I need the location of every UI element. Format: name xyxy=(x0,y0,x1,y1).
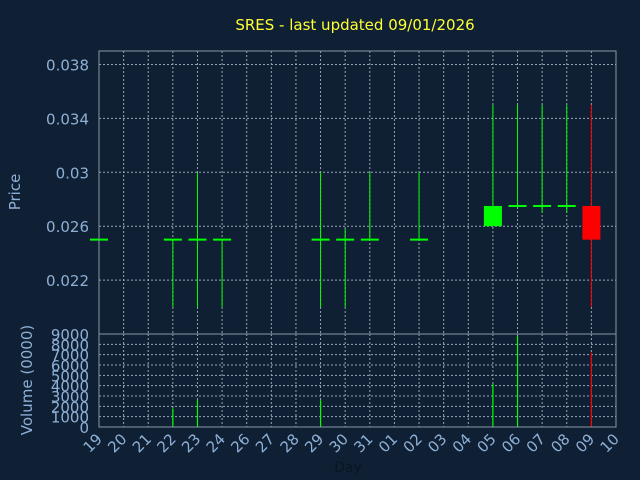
volume-y-tick-label: 4000 xyxy=(51,378,89,396)
x-tick-label: 03 xyxy=(424,430,450,456)
x-tick-label: 08 xyxy=(547,430,573,456)
x-tick-label: 04 xyxy=(449,430,475,456)
x-tick-label: 23 xyxy=(178,430,204,456)
volume-y-tick-label: 5000 xyxy=(51,367,89,385)
candle-body xyxy=(483,205,502,227)
x-tick-label: 22 xyxy=(153,430,179,456)
price-grid xyxy=(98,51,617,334)
price-panel-frame xyxy=(98,50,617,335)
volume-grid xyxy=(98,333,617,428)
candle-body xyxy=(582,205,601,240)
volume-y-tick-label: 3000 xyxy=(51,388,89,406)
x-tick-label: 21 xyxy=(129,430,155,456)
price-y-tick-label: 0.034 xyxy=(46,110,89,128)
x-tick-label: 27 xyxy=(252,430,278,456)
volume-panel-frame xyxy=(98,333,617,428)
x-tick-label: 07 xyxy=(523,430,549,456)
volume-y-tick-label: 7000 xyxy=(51,347,89,365)
price-candles xyxy=(90,104,601,308)
volume-y-tick-label: 1000 xyxy=(51,409,89,427)
x-tick-label: 10 xyxy=(597,430,623,456)
x-tick-label: 06 xyxy=(498,430,524,456)
price-y-ticks: 0.038 0.034 0.03 0.026 0.022 xyxy=(46,56,89,290)
price-y-tick-label: 0.022 xyxy=(46,272,89,290)
volume-axis-label: Volume (0000) xyxy=(18,325,36,435)
x-axis-ticks: 1920212223242627282930310102030405060708… xyxy=(80,430,623,456)
x-tick-label: 24 xyxy=(203,430,229,456)
x-tick-label: 26 xyxy=(227,430,253,456)
chart-title: SRES - last updated 09/01/2026 xyxy=(235,16,474,34)
x-axis-label: Day xyxy=(334,460,362,476)
x-tick-label: 30 xyxy=(326,430,352,456)
volume-y-tick-label: 6000 xyxy=(51,357,89,375)
price-y-tick-label: 0.03 xyxy=(56,164,89,182)
x-tick-label: 02 xyxy=(400,430,426,456)
volume-y-tick-label: 9000 xyxy=(51,326,89,344)
x-tick-label: 20 xyxy=(104,430,130,456)
x-tick-label: 01 xyxy=(375,430,401,456)
x-tick-label: 05 xyxy=(474,430,500,456)
x-tick-label: 28 xyxy=(277,430,303,456)
x-tick-label: 09 xyxy=(572,430,598,456)
price-y-tick-label: 0.038 xyxy=(46,56,89,74)
price-y-tick-label: 0.026 xyxy=(46,218,89,236)
volume-y-tick-label: 2000 xyxy=(51,398,89,416)
price-axis-label: Price xyxy=(6,174,24,211)
volume-y-tick-label: 0 xyxy=(79,419,89,437)
volume-bars xyxy=(172,336,592,427)
x-tick-label: 31 xyxy=(350,430,376,456)
volume-y-tick-label: 8000 xyxy=(51,336,89,354)
x-tick-label: 29 xyxy=(301,430,327,456)
